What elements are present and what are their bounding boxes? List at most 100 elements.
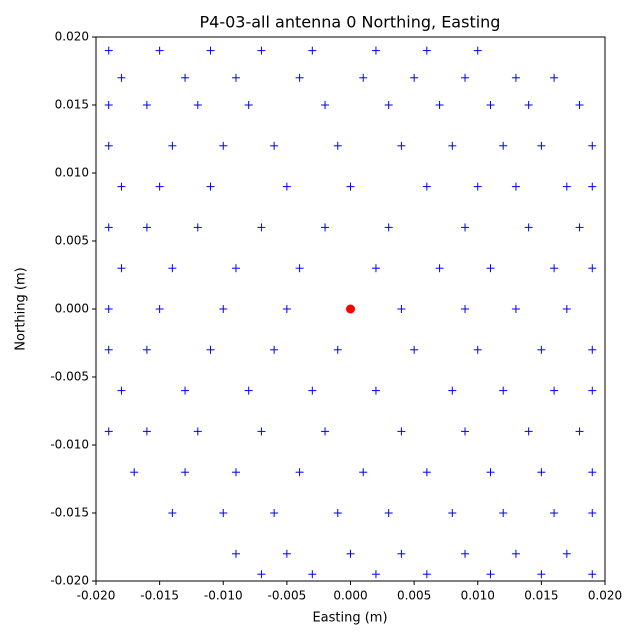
point (384, 101, 393, 109)
point (257, 46, 266, 55)
point (181, 73, 190, 82)
point (511, 182, 520, 191)
point (257, 427, 266, 436)
point (359, 73, 368, 82)
point (270, 509, 279, 517)
point (321, 427, 330, 436)
y-tick-label: 0.010 (55, 166, 89, 180)
point (308, 386, 317, 395)
point (270, 345, 279, 354)
point (575, 223, 584, 232)
point (270, 141, 279, 150)
x-axis-label: Easting (m) (312, 611, 387, 626)
point (168, 264, 177, 273)
point (346, 549, 355, 558)
point (333, 345, 342, 354)
point (422, 46, 431, 55)
point (524, 427, 533, 436)
point (155, 182, 164, 191)
point (486, 468, 495, 477)
point (155, 305, 164, 313)
y-tick-label: -0.020 (50, 574, 89, 588)
point (511, 305, 520, 313)
point (117, 182, 126, 191)
point (473, 46, 482, 55)
point (130, 468, 139, 477)
point (117, 386, 126, 395)
point (219, 141, 228, 150)
point (588, 264, 597, 273)
point (588, 386, 597, 395)
x-tick-label: -0.020 (77, 589, 116, 603)
point (104, 101, 113, 109)
y-tick-label: -0.005 (50, 370, 89, 384)
point (588, 141, 597, 150)
point (588, 182, 597, 191)
point (231, 73, 240, 82)
point (410, 73, 419, 82)
point (321, 223, 330, 232)
y-tick-label: -0.010 (50, 438, 89, 452)
point (461, 73, 470, 82)
point (346, 182, 355, 191)
point (206, 46, 215, 55)
point (499, 509, 508, 517)
point (524, 101, 533, 109)
point (588, 468, 597, 477)
point (333, 141, 342, 150)
point (104, 141, 113, 150)
point (448, 141, 457, 150)
point (295, 264, 304, 273)
y-tick-label: 0.000 (55, 302, 89, 316)
y-axis-label: Northing (m) (14, 267, 29, 350)
point (550, 509, 559, 517)
x-tick-label: 0.005 (397, 589, 431, 603)
point (524, 223, 533, 232)
point (384, 509, 393, 517)
point (333, 509, 342, 517)
point (282, 549, 291, 558)
point (181, 468, 190, 477)
y-tick-label: 0.005 (55, 234, 89, 248)
point (104, 305, 113, 313)
x-tick-label: -0.005 (268, 589, 307, 603)
point (537, 468, 546, 477)
point (371, 264, 380, 273)
point (588, 345, 597, 354)
point (206, 182, 215, 191)
chart-title: P4-03-all antenna 0 Northing, Easting (200, 13, 501, 32)
point (550, 386, 559, 395)
point (104, 46, 113, 55)
point (371, 46, 380, 55)
point (206, 345, 215, 354)
point (422, 182, 431, 191)
x-tick-label: -0.015 (140, 589, 179, 603)
point (104, 345, 113, 354)
point (117, 264, 126, 273)
point (282, 182, 291, 191)
point (168, 141, 177, 150)
point (359, 468, 368, 477)
point (486, 101, 495, 109)
y-tick-label: 0.020 (55, 30, 89, 44)
point (397, 305, 406, 313)
point (155, 46, 164, 55)
point (550, 73, 559, 82)
point (219, 509, 228, 517)
point (142, 223, 151, 232)
point (575, 427, 584, 436)
point (321, 101, 330, 109)
point (486, 264, 495, 273)
point (537, 345, 546, 354)
point (371, 570, 380, 579)
point (104, 427, 113, 436)
x-tick-label: 0.000 (333, 589, 367, 603)
point (448, 386, 457, 395)
point (435, 101, 444, 109)
point (104, 223, 113, 232)
point (461, 427, 470, 436)
point (562, 549, 571, 558)
point (142, 101, 151, 109)
x-tick-label: -0.010 (204, 589, 243, 603)
